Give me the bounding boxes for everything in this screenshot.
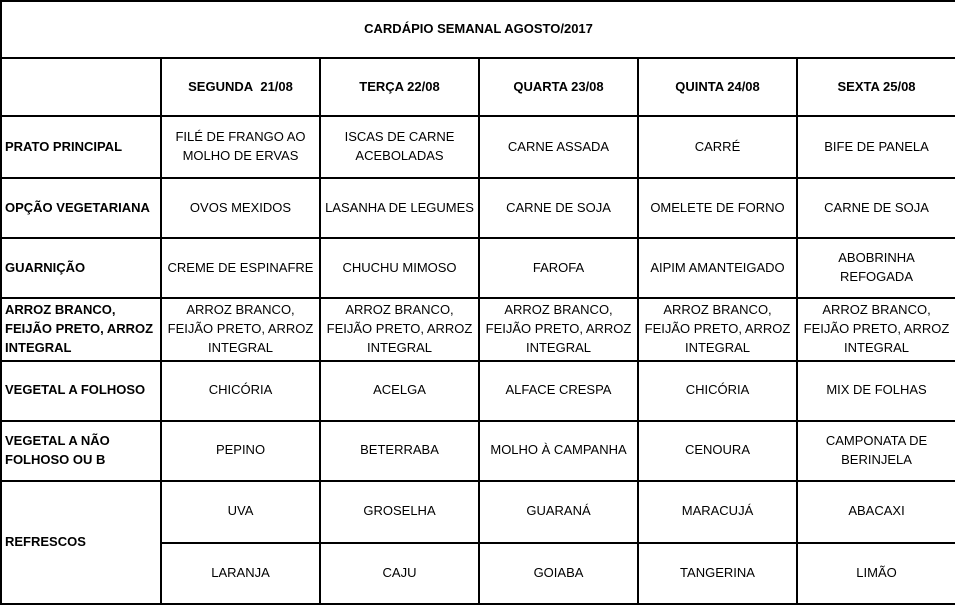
menu-cell: PEPINO [160, 419, 321, 482]
menu-cell: GOIABA [478, 541, 639, 605]
menu-cell: GROSELHA [319, 479, 480, 544]
day-header-thursday: QUINTA 24/08 [637, 57, 798, 117]
menu-cell: ARROZ BRANCO, FEIJÃO PRETO, ARROZ INTEGR… [637, 297, 798, 362]
menu-cell: ACELGA [319, 359, 480, 422]
menu-cell: FAROFA [478, 237, 639, 299]
row-label: GUARNIÇÃO [0, 237, 162, 299]
menu-cell: CAJU [319, 541, 480, 605]
menu-cell: OVOS MEXIDOS [160, 177, 321, 239]
menu-cell: CARNE ASSADA [478, 115, 639, 179]
menu-cell: CHUCHU MIMOSO [319, 237, 480, 299]
table-row-opcao-vegetariana: OPÇÃO VEGETARIANA OVOS MEXIDOS LASANHA D… [0, 177, 955, 239]
menu-cell: ABOBRINHA REFOGADA [795, 237, 955, 299]
row-label: REFRESCOS [0, 479, 162, 605]
table-row-prato-principal: PRATO PRINCIPAL FILÉ DE FRANGO AO MOLHO … [0, 115, 955, 179]
menu-cell: GUARANÁ [478, 479, 639, 544]
table-row-refrescos-1: REFRESCOS UVA GROSELHA GUARANÁ MARACUJÁ … [0, 479, 955, 605]
day-header-tuesday: TERÇA 22/08 [319, 57, 480, 117]
menu-cell: AIPIM AMANTEIGADO [637, 237, 798, 299]
page-title: CARDÁPIO SEMANAL AGOSTO/2017 [0, 0, 955, 59]
menu-cell: OMELETE DE FORNO [637, 177, 798, 239]
menu-cell: TANGERINA [637, 541, 798, 605]
menu-cell: BIFE DE PANELA [795, 115, 955, 179]
menu-cell: FILÉ DE FRANGO AO MOLHO DE ERVAS [160, 115, 321, 179]
menu-cell: ARROZ BRANCO, FEIJÃO PRETO, ARROZ INTEGR… [795, 297, 955, 362]
table-row-vegetal-folhoso: VEGETAL A FOLHOSO CHICÓRIA ACELGA ALFACE… [0, 359, 955, 422]
menu-cell: CENOURA [637, 419, 798, 482]
menu-cell: BETERRABA [319, 419, 480, 482]
menu-cell: CARRÉ [637, 115, 798, 179]
menu-cell: MOLHO À CAMPANHA [478, 419, 639, 482]
menu-cell: ARROZ BRANCO, FEIJÃO PRETO, ARROZ INTEGR… [478, 297, 639, 362]
menu-cell: ARROZ BRANCO, FEIJÃO PRETO, ARROZ INTEGR… [319, 297, 480, 362]
menu-cell: CHICÓRIA [637, 359, 798, 422]
menu-cell: LIMÃO [795, 541, 955, 605]
menu-cell: CREME DE ESPINAFRE [160, 237, 321, 299]
row-label: VEGETAL A FOLHOSO [0, 359, 162, 422]
day-header-wednesday: QUARTA 23/08 [478, 57, 639, 117]
menu-cell: ARROZ BRANCO, FEIJÃO PRETO, ARROZ INTEGR… [160, 297, 321, 362]
menu-cell: MARACUJÁ [637, 479, 798, 544]
day-header-monday: SEGUNDA 21/08 [160, 57, 321, 117]
table-row-refrescos-2: LARANJA CAJU GOIABA TANGERINA LIMÃO [1, 541, 955, 605]
table-row-vegetal-nao-folhoso: VEGETAL A NÃO FOLHOSO OU B PEPINO BETERR… [0, 419, 955, 482]
row-label: ARROZ BRANCO, FEIJÃO PRETO, ARROZ INTEGR… [0, 297, 162, 362]
corner-cell [0, 57, 162, 117]
menu-cell: CARNE DE SOJA [795, 177, 955, 239]
menu-cell: UVA [160, 479, 321, 544]
header-row: SEGUNDA 21/08 TERÇA 22/08 QUARTA 23/08 Q… [0, 57, 955, 117]
day-header-friday: SEXTA 25/08 [795, 57, 955, 117]
menu-cell: LASANHA DE LEGUMES [319, 177, 480, 239]
menu-cell: CHICÓRIA [160, 359, 321, 422]
menu-cell: CAMPONATA DE BERINJELA [795, 419, 955, 482]
table-row-arroz-feijao: ARROZ BRANCO, FEIJÃO PRETO, ARROZ INTEGR… [0, 297, 955, 362]
menu-cell: MIX DE FOLHAS [795, 359, 955, 422]
row-label: OPÇÃO VEGETARIANA [0, 177, 162, 239]
menu-cell: CARNE DE SOJA [478, 177, 639, 239]
menu-cell: ALFACE CRESPA [478, 359, 639, 422]
row-label: PRATO PRINCIPAL [0, 115, 162, 179]
row-label: VEGETAL A NÃO FOLHOSO OU B [0, 419, 162, 482]
menu-cell: ISCAS DE CARNE ACEBOLADAS [319, 115, 480, 179]
menu-cell: ABACAXI [795, 479, 955, 544]
title-row: CARDÁPIO SEMANAL AGOSTO/2017 [0, 0, 955, 59]
menu-cell: LARANJA [160, 541, 321, 605]
table-row-guarnicao: GUARNIÇÃO CREME DE ESPINAFRE CHUCHU MIMO… [0, 237, 955, 299]
